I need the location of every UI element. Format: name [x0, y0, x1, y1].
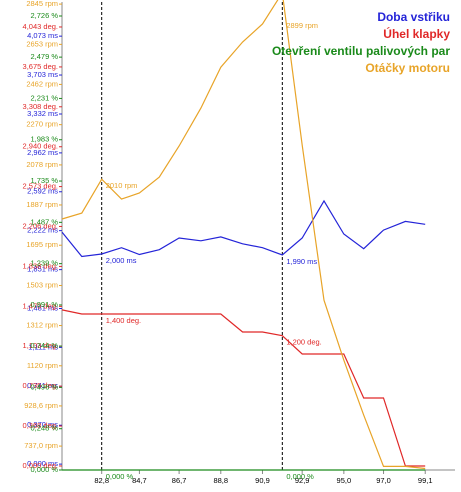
series-line — [61, 309, 426, 467]
y-tick-label: 2,479 % — [30, 52, 58, 61]
x-tick-label: 99,1 — [418, 476, 433, 485]
legend-label: Doba vstřiku — [377, 10, 450, 24]
cursor-label: 1,990 ms — [286, 257, 317, 266]
y-tick-label: 1695 rpm — [26, 240, 58, 249]
y-tick-label: 2845 rpm — [26, 0, 58, 8]
y-tick-label: 2,726 % — [30, 11, 58, 20]
y-tick-label: 2078 rpm — [26, 160, 58, 169]
y-tick-label: 2,940 deg. — [23, 142, 58, 151]
y-tick-label: 1,239 % — [30, 259, 58, 268]
cursor-label: 2899 rpm — [286, 21, 318, 30]
legend-label: Otáčky motoru — [365, 61, 450, 75]
y-tick-label: 2,231 % — [30, 93, 58, 102]
y-tick-label: 3,308 deg. — [23, 102, 58, 111]
series-line — [61, 199, 426, 258]
y-tick-label: 2,573 deg. — [23, 182, 58, 191]
y-tick-label: 1887 rpm — [26, 200, 58, 209]
cursor-label: 1,200 deg. — [286, 338, 321, 347]
y-tick-label: 0,496 % — [30, 382, 58, 391]
x-tick-label: 90,9 — [255, 476, 270, 485]
series-line — [61, 0, 426, 470]
y-tick-label: 3,703 ms — [27, 70, 58, 79]
y-tick-label: 2653 rpm — [26, 39, 58, 48]
y-tick-label: 928,6 rpm — [24, 401, 58, 410]
cursor-label: 0,000 % — [286, 472, 314, 481]
y-tick-label: 0,248 % — [30, 424, 58, 433]
y-tick-label: 1120 rpm — [27, 361, 58, 370]
y-tick-label: 1,838 deg. — [23, 261, 58, 270]
y-tick-label: 0,741 ms — [27, 381, 58, 390]
cursor-label: 2,000 ms — [106, 256, 137, 265]
x-tick-label: 97,0 — [376, 476, 391, 485]
y-tick-label: 0,368 deg. — [23, 421, 58, 430]
y-tick-label: 0,000 % — [30, 465, 58, 474]
y-tick-label: 1312 rpm — [26, 321, 58, 330]
y-tick-label: 0,991 % — [30, 300, 58, 309]
cursor-label: 0,000 % — [106, 472, 134, 481]
y-tick-label: 2,222 ms — [27, 226, 58, 235]
y-tick-label: 1,481 ms — [27, 303, 58, 312]
legend-label: Úhel klapky — [383, 26, 450, 41]
x-tick-label: 84,7 — [132, 476, 147, 485]
x-tick-label: 86,7 — [172, 476, 187, 485]
y-tick-label: 4,073 ms — [27, 31, 58, 40]
y-tick-label: 1,470 deg. — [23, 301, 58, 310]
y-tick-label: 0,000 ms — [27, 459, 58, 468]
y-tick-label: 1,983 % — [30, 135, 58, 144]
y-tick-label: 3,675 deg. — [23, 62, 58, 71]
x-tick-label: 82,8 — [94, 476, 109, 485]
y-tick-label: 0,370 ms — [27, 420, 58, 429]
legend-label: Otevření ventilu palivových par — [272, 44, 450, 58]
cursor-label: 2010 rpm — [106, 181, 138, 190]
x-tick-label: 88,8 — [213, 476, 228, 485]
y-tick-label: 1,735 % — [30, 176, 58, 185]
y-tick-label: 2,962 ms — [27, 148, 58, 157]
y-tick-label: 0,744 % — [30, 341, 58, 350]
y-tick-label: 3,332 ms — [27, 109, 58, 118]
x-tick-label: 92,9 — [295, 476, 310, 485]
cursor-label: 1,400 deg. — [106, 316, 141, 325]
y-tick-label: 0,735 deg. — [23, 381, 58, 390]
y-tick-label: 2462 rpm — [26, 79, 58, 88]
y-tick-label: 737,0 rpm — [24, 441, 58, 450]
y-tick-label: 1503 rpm — [26, 280, 58, 289]
y-tick-label: 4,043 deg. — [23, 22, 58, 31]
x-tick-label: 95,0 — [337, 476, 352, 485]
y-tick-label: 1,103 deg. — [23, 341, 58, 350]
y-tick-label: 2,592 ms — [27, 187, 58, 196]
y-tick-label: 0,000 deg. — [23, 461, 58, 470]
y-tick-label: 1,487 % — [30, 217, 58, 226]
y-tick-label: 2,206 deg. — [23, 221, 58, 230]
y-tick-label: 1,111 ms — [28, 342, 58, 351]
y-tick-label: 1,851 ms — [27, 265, 58, 274]
y-tick-label: 2270 rpm — [26, 120, 58, 129]
